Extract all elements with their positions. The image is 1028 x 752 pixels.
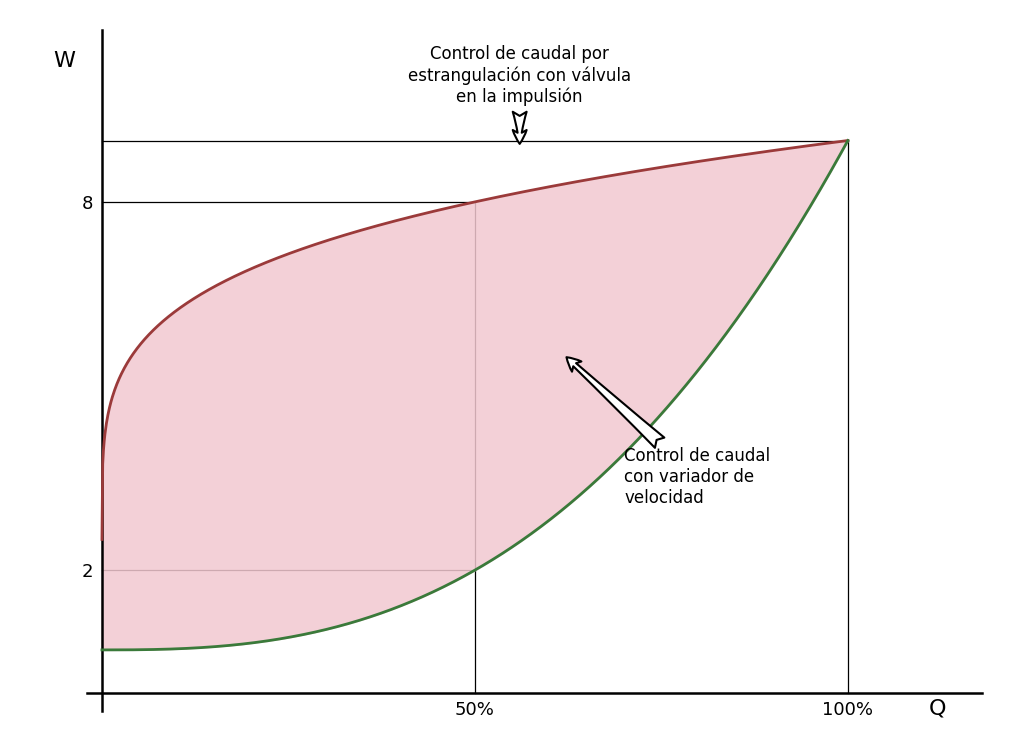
Text: W: W — [53, 50, 76, 71]
Text: Control de caudal
con variador de
velocidad: Control de caudal con variador de veloci… — [566, 357, 770, 507]
Text: Control de caudal por
estrangulación con válvula
en la impulsión: Control de caudal por estrangulación con… — [408, 45, 631, 144]
Text: Q: Q — [928, 698, 946, 718]
